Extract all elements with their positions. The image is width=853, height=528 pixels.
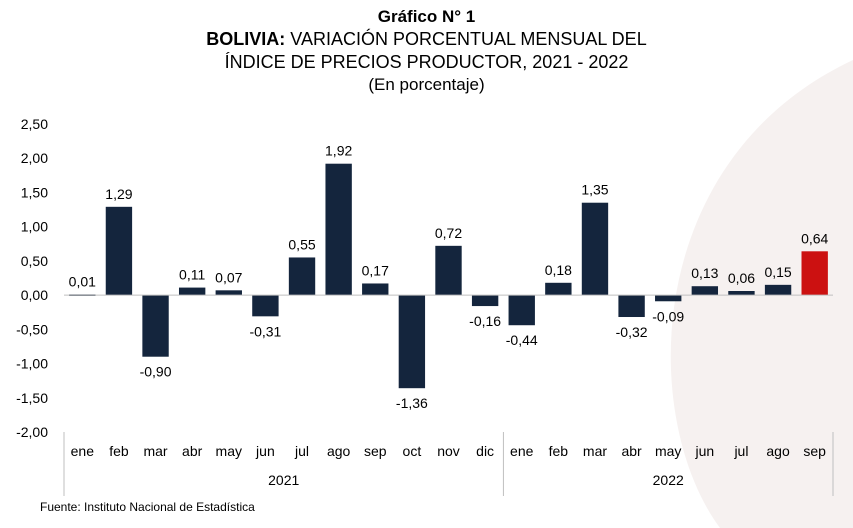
x-tick-label: dic [476, 443, 494, 459]
x-tick-label: jul [733, 443, 748, 459]
data-label: -0,16 [469, 313, 501, 329]
x-tick-label: ene [510, 443, 534, 459]
y-tick-label: 2,00 [21, 150, 48, 166]
x-tick-label: feb [549, 443, 569, 459]
bar [105, 206, 133, 296]
subtitle-text: VARIACIÓN PORCENTUAL MENSUAL DEL [290, 29, 647, 49]
x-tick-label: mar [583, 443, 607, 459]
data-label: 0,72 [435, 225, 462, 241]
chart-subtitle-line2: ÍNDICE DE PRECIOS PRODUCTOR, 2021 - 2022 [224, 52, 629, 72]
y-tick-label: 2,50 [21, 116, 48, 132]
x-tick-label: may [655, 443, 681, 459]
bar [764, 284, 792, 296]
bar [471, 295, 499, 307]
x-tick-label: jun [694, 443, 714, 459]
data-label: -1,36 [396, 395, 428, 411]
bar [801, 251, 828, 296]
y-tick-label: 1,00 [21, 219, 48, 235]
x-tick-label: jun [255, 443, 275, 459]
x-tick-label: sep [803, 443, 826, 459]
x-tick-label: mar [143, 443, 167, 459]
data-label: 0,11 [179, 267, 205, 283]
x-tick-label: oct [403, 443, 422, 459]
data-label: -0,90 [140, 364, 172, 380]
x-tick-label: may [216, 443, 242, 459]
bar [288, 257, 316, 296]
bar [581, 202, 609, 296]
x-tick-label: jul [294, 443, 309, 459]
bar [142, 295, 169, 357]
data-label: 1,35 [581, 182, 608, 198]
data-label: 1,92 [325, 143, 352, 159]
y-tick-label: 0,00 [21, 287, 48, 303]
bar [728, 291, 755, 296]
bar [325, 163, 352, 296]
bar [508, 295, 535, 326]
y-tick-label: -0,50 [16, 321, 48, 337]
year-group-label: 2022 [653, 472, 684, 488]
data-label: 1,29 [105, 186, 132, 202]
data-label: 0,17 [362, 262, 389, 278]
data-label: 0,13 [691, 265, 718, 281]
year-group-label: 2021 [268, 472, 299, 488]
chart-subtitle-line1: BOLIVIA: VARIACIÓN PORCENTUAL MENSUAL DE… [0, 28, 853, 51]
bar [252, 295, 279, 317]
bar [178, 287, 206, 296]
x-tick-label: sep [364, 443, 387, 459]
x-tick-label: feb [109, 443, 129, 459]
chart-title: Gráfico N° 1 [377, 7, 476, 26]
data-label: 0,06 [728, 270, 755, 286]
country-label: BOLIVIA: [206, 29, 286, 49]
data-label: 0,01 [69, 273, 96, 289]
bar [691, 286, 719, 296]
y-tick-label: -1,50 [16, 390, 48, 406]
bar [398, 295, 426, 389]
data-label: 0,07 [215, 269, 242, 285]
data-label: 0,15 [764, 264, 791, 280]
data-label: -0,31 [249, 323, 281, 339]
data-label: -0,32 [616, 324, 648, 340]
bar [655, 295, 682, 302]
data-label: -0,09 [652, 308, 684, 324]
data-label: 0,55 [288, 236, 315, 252]
bar [545, 282, 572, 296]
bar [435, 245, 462, 296]
bar [618, 295, 645, 318]
x-tick-label: ago [327, 443, 351, 459]
x-tick-label: nov [437, 443, 460, 459]
x-tick-label: ene [71, 443, 95, 459]
x-tick-label: abr [621, 443, 642, 459]
data-label: -0,44 [506, 332, 538, 348]
chart-units-label: (En porcentaje) [368, 75, 485, 94]
data-label: 0,18 [545, 262, 572, 278]
bar [362, 283, 389, 296]
chart-title-block: Gráfico N° 1 BOLIVIA: VARIACIÓN PORCENTU… [0, 6, 853, 96]
y-tick-label: -2,00 [16, 424, 48, 440]
source-note: Fuente: Instituto Nacional de Estadístic… [40, 500, 255, 514]
data-label: 0,64 [801, 230, 828, 246]
x-tick-label: abr [182, 443, 203, 459]
y-tick-label: 1,50 [21, 184, 48, 200]
x-tick-label: ago [766, 443, 790, 459]
y-tick-label: -1,00 [16, 356, 48, 372]
bar [215, 290, 242, 296]
y-tick-label: 0,50 [21, 253, 48, 269]
